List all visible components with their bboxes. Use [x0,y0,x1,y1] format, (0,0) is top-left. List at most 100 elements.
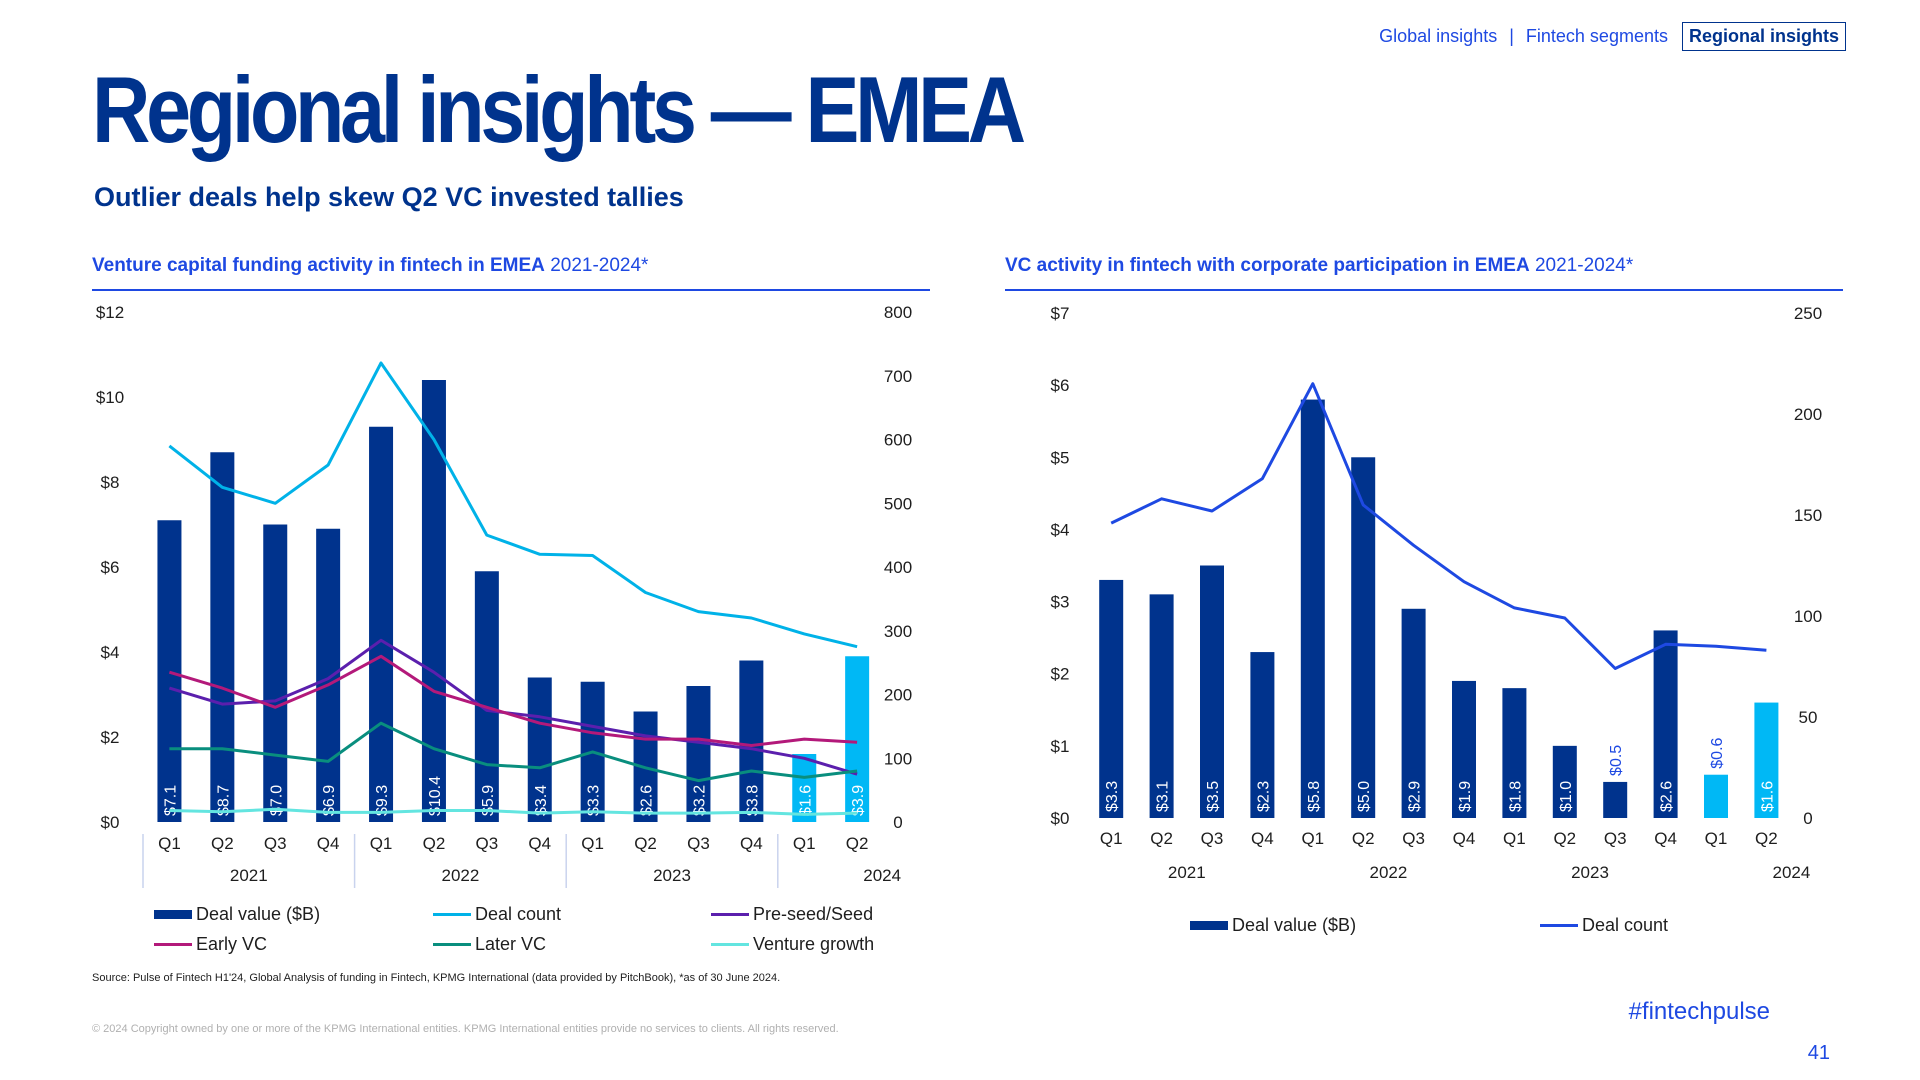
left-bar-label: $3.4 [533,785,550,816]
left-category-label: Q2 [634,834,657,853]
left-chart-title: Venture capital funding activity in fint… [92,255,545,276]
right-year-label: 2023 [1571,863,1609,882]
right-bar [1502,688,1527,818]
legend-swatch-right-deal-count [1540,924,1578,927]
left-bar [739,660,764,822]
left-category-label: Q4 [740,834,763,853]
left-category-label: Q1 [158,834,181,853]
right-category-label: Q1 [1503,829,1526,848]
left-year-label: 2023 [653,866,691,885]
right-y-left-tick: $0 [1051,809,1070,828]
left-bar-label: $6.9 [321,785,338,816]
legend-deal-value: Deal value ($B) [154,904,320,925]
right-y-right-tick: 50 [1799,708,1818,727]
left-bar-label: $1.6 [797,785,814,816]
legend-swatch-pre-seed [711,913,749,916]
page-number: 41 [1807,1042,1830,1064]
left-line-4 [169,807,858,816]
right-bar-label: $5.0 [1356,781,1373,812]
legend-label-later-vc: Later VC [475,934,547,954]
left-line-1 [168,638,858,776]
left-heading-rule [92,289,930,291]
source-note: Source: Pulse of Fintech H1'24, Global A… [92,972,781,984]
page-subtitle: Outlier deals help skew Q2 VC invested t… [94,182,684,212]
right-y-right-tick: 200 [1794,405,1822,424]
left-bar-label: $2.6 [639,785,656,816]
right-category-label: Q3 [1402,829,1425,848]
right-bar [1200,565,1224,818]
right-bar-label: $1.6 [1759,781,1776,812]
right-chart-range: 2021-2024* [1534,255,1634,276]
right-bar-label: $3.3 [1104,781,1121,812]
left-chart-heading: Venture capital funding activity in fint… [92,255,648,277]
legend-label-right-deal-count: Deal count [1582,915,1669,935]
left-category-label: Q3 [264,834,287,853]
right-y-left-tick: $2 [1051,665,1070,684]
left-chart-range: 2021-2024* [550,255,649,276]
right-bar-label: $2.9 [1407,781,1424,812]
nav-separator: | [1509,26,1514,46]
left-bar [686,686,711,822]
left-y-right-tick: 800 [884,303,912,322]
right-bar [1754,702,1779,818]
right-category-label: Q2 [1150,829,1173,848]
right-category-label: Q2 [1553,829,1576,848]
right-y-right-tick: 0 [1803,809,1812,828]
legend-label-right-deal-value: Deal value ($B) [1232,915,1357,935]
left-y-left-tick: $10 [96,388,124,407]
right-bar [1099,579,1124,818]
left-bar-label: $3.2 [691,785,708,816]
nav-fintech-segments[interactable]: Fintech segments [1525,26,1668,46]
left-bar-label: $5.9 [480,785,497,816]
left-bar [792,754,817,822]
legend-later-vc: Later VC [433,934,546,955]
right-category-label: Q1 [1100,829,1123,848]
right-year-label: 2022 [1369,863,1407,882]
right-bar-label: $2.6 [1659,781,1676,812]
right-chart-heading: VC activity in fintech with corporate pa… [1005,255,1633,277]
left-bar [474,571,499,822]
right-bar [1452,680,1476,818]
page-title: Regional insights — EMEA [92,57,1026,162]
legend-pre-seed: Pre-seed/Seed [711,904,873,925]
right-bar [1401,608,1426,818]
right-category-label: Q2 [1352,829,1375,848]
left-category-label: Q3 [476,834,499,853]
legend-swatch-early-vc [154,943,192,946]
left-y-left-tick: $0 [101,813,120,832]
right-category-label: Q2 [1755,829,1778,848]
right-heading-rule [1005,289,1843,291]
right-chart-title: VC activity in fintech with corporate pa… [1005,255,1530,276]
right-category-label: Q3 [1604,829,1627,848]
right-bar-label: $0.5 [1608,745,1625,776]
nav-regional-insights[interactable]: Regional insights [1681,22,1846,51]
left-y-left-tick: $2 [101,728,120,747]
left-category-label: Q2 [423,834,446,853]
right-bar [1250,652,1275,818]
left-line-0 [168,361,858,649]
right-bar-label: $1.9 [1457,781,1474,812]
right-y-right-tick: 100 [1794,607,1822,626]
left-y-right-tick: 500 [884,494,912,513]
left-bar [157,520,182,822]
right-y-left-tick: $4 [1051,520,1070,539]
left-bar [421,380,446,822]
right-category-label: Q3 [1201,829,1224,848]
left-category-label: Q1 [370,834,393,853]
right-y-right-tick: 250 [1794,304,1822,323]
left-category-label: Q2 [846,834,869,853]
right-bar [1704,774,1728,818]
legend-deal-count: Deal count [433,904,561,925]
left-y-right-tick: 0 [893,813,902,832]
right-category-label: Q4 [1654,829,1677,848]
right-y-left-tick: $1 [1051,737,1070,756]
right-bar-label: $5.8 [1306,781,1323,812]
legend-swatch-later-vc [433,943,471,946]
legend-label-pre-seed: Pre-seed/Seed [753,904,874,924]
legend-venture-growth: Venture growth [711,934,874,955]
right-y-left-tick: $5 [1051,448,1070,467]
right-bar-label: $1.0 [1558,781,1575,812]
left-bar-label: $7.1 [162,785,179,816]
nav-global-insights[interactable]: Global insights [1379,26,1498,46]
